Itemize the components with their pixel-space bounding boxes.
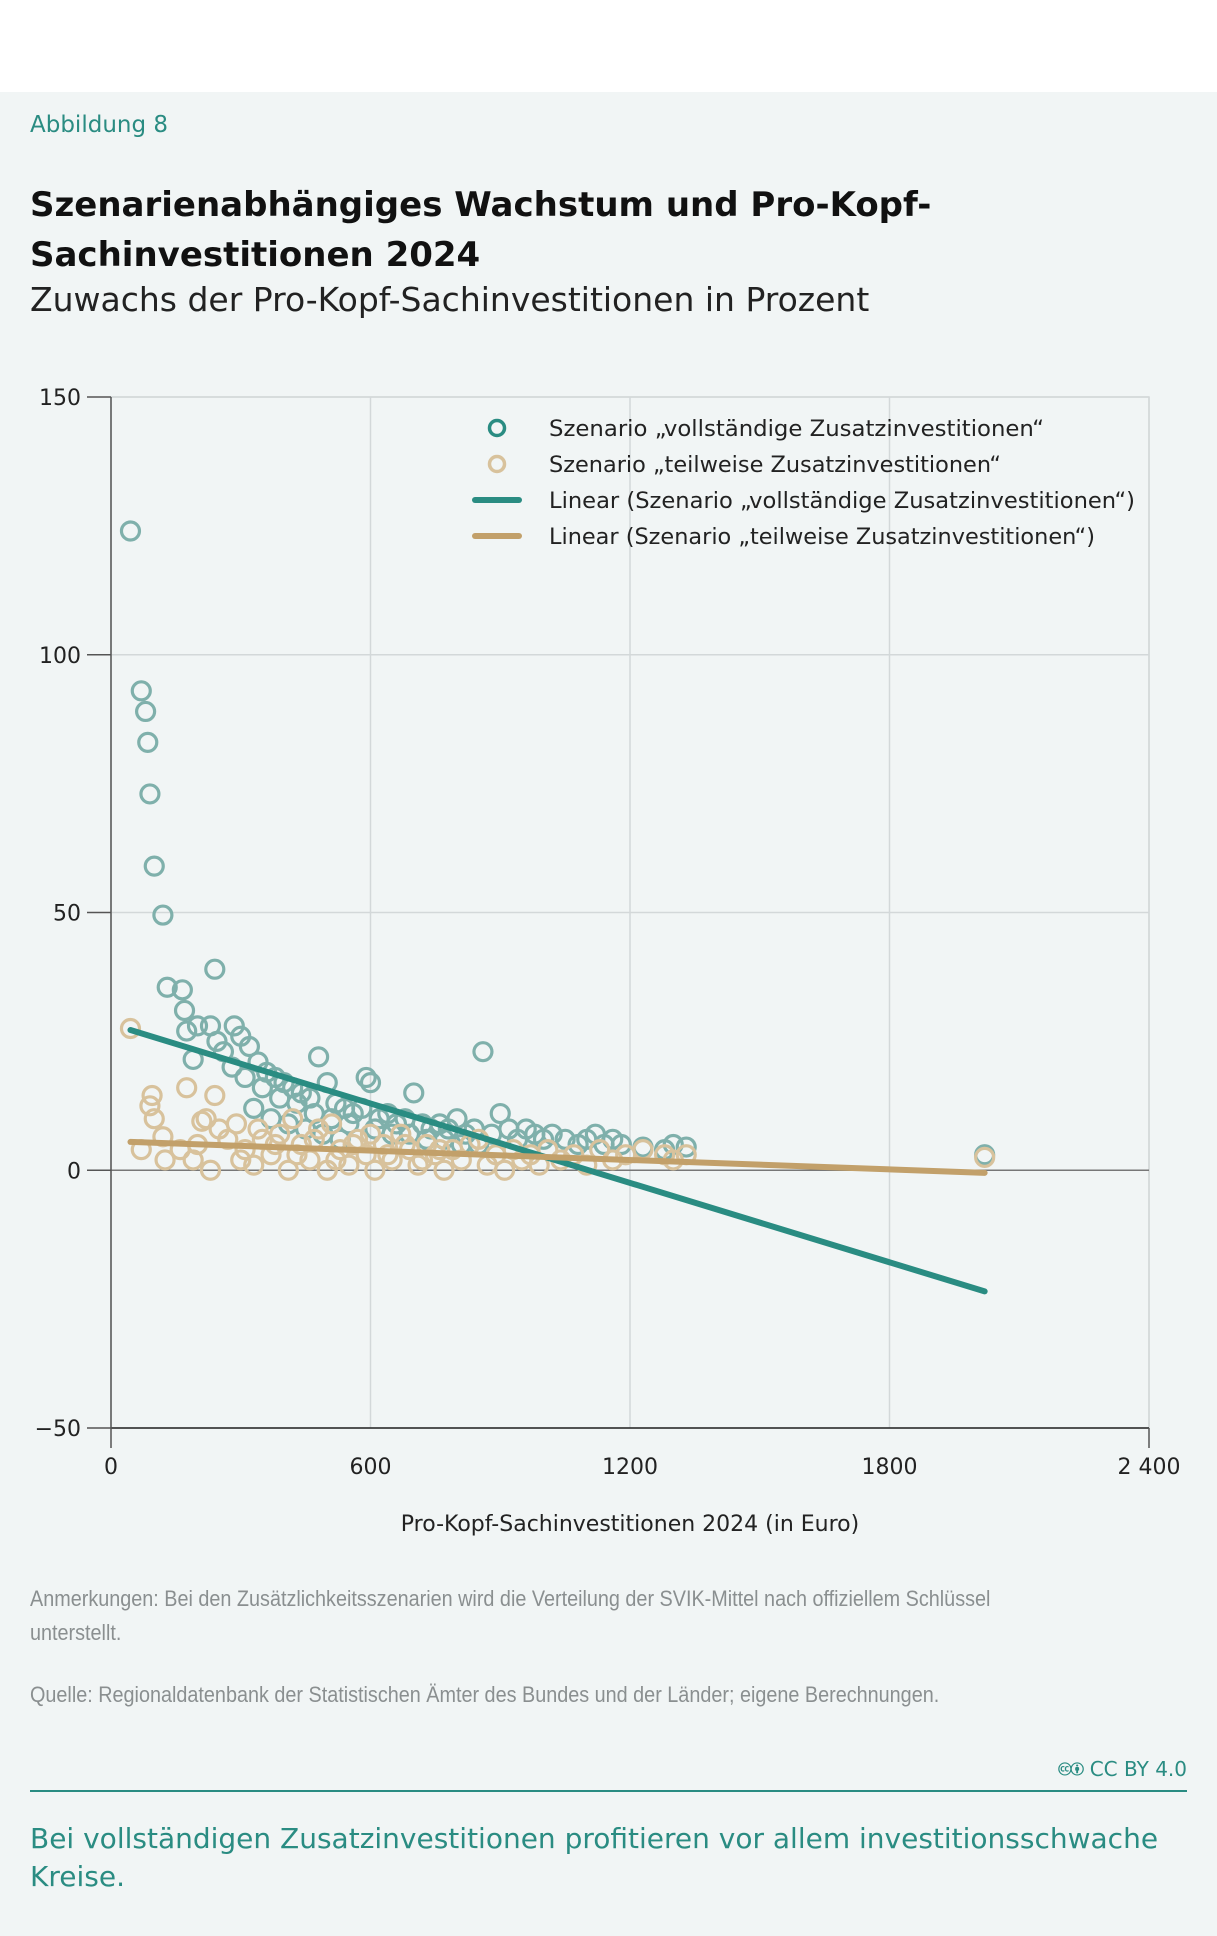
- license-badge[interactable]: 🅭🅯 CC BY 4.0: [1059, 1757, 1187, 1783]
- tan-data-point: [974, 1146, 996, 1168]
- figure-label: Abbildung 8: [30, 112, 169, 138]
- teal-data-point: [156, 976, 178, 998]
- teal-data-point: [251, 1077, 273, 1099]
- tan-data-point: [141, 1084, 163, 1107]
- tan-data-point: [195, 1108, 217, 1130]
- x-tick-label: 2 400: [1118, 1455, 1181, 1480]
- tan-data-point: [290, 1133, 312, 1156]
- scatter-chart: 0 600 1200 1800 2 400 −50 0 50 100 150 Szenario „v…: [35, 386, 1181, 1480]
- teal-data-point: [223, 1015, 245, 1037]
- tan-data-point: [176, 1077, 198, 1099]
- teal-data-point: [139, 783, 161, 805]
- teal-data-point: [137, 731, 159, 753]
- teal-data-point: [675, 1136, 697, 1158]
- figure-panel: [0, 92, 1217, 1936]
- teal-data-point: [243, 1097, 265, 1119]
- teal-data-point: [130, 680, 152, 702]
- x-tick-label: 1800: [862, 1455, 918, 1480]
- x-axis-label: Pro-Kopf-Sachinvestitionen 2024 (in Euro…: [400, 1512, 860, 1537]
- tan-data-point: [433, 1159, 455, 1181]
- legend-label: Szenario „teilweise Zusatzinvestitionen“: [549, 453, 1001, 478]
- license-text: CC BY 4.0: [1089, 1757, 1187, 1781]
- teal-data-point: [119, 520, 142, 542]
- legend-label: Linear (Szenario „vollständige Zusatzinv…: [549, 489, 1135, 514]
- teal-data-point: [206, 1030, 228, 1052]
- tan-data-point: [282, 1108, 304, 1130]
- teal-data-point: [173, 999, 196, 1022]
- tan-data-point: [247, 1118, 269, 1140]
- legend-marker-tan-points: [487, 454, 507, 474]
- tan-data-point: [119, 1017, 142, 1040]
- divider: [30, 1790, 1187, 1792]
- tan-data-point: [338, 1154, 360, 1176]
- legend-label: Linear (Szenario „teilweise Zusatzinvest…: [549, 525, 1095, 550]
- tan-data-point: [243, 1154, 265, 1176]
- tan-data-point: [407, 1154, 429, 1176]
- tan-data-point: [269, 1123, 291, 1145]
- teal-data-point: [308, 1046, 330, 1068]
- teal-data-point: [186, 1015, 209, 1037]
- chart-title: Szenarienabhängiges Wachstum und Pro-Kop…: [30, 185, 932, 275]
- teal-data-point: [234, 1066, 256, 1089]
- tan-data-point: [308, 1118, 330, 1140]
- legend-label: Szenario „vollständige Zusatzinvestition…: [549, 417, 1044, 442]
- source: Quelle: Regionaldatenbank der Statistisc…: [30, 1682, 940, 1707]
- chart-subtitle: Zuwachs der Pro-Kopf-Sachinvestitionen i…: [30, 280, 870, 319]
- tan-data-point: [359, 1123, 382, 1145]
- teal-trend-line: [127, 1027, 988, 1295]
- tan-data-point: [390, 1123, 412, 1145]
- teal-data-point: [238, 1035, 260, 1058]
- teal-data-point: [135, 700, 157, 723]
- teal-data-point: [472, 1041, 494, 1063]
- tan-data-point: [342, 1133, 364, 1156]
- teal-data-point: [355, 1066, 377, 1089]
- notes: Anmerkungen: Bei den Zusätzlichkeitsszen…: [30, 1586, 991, 1645]
- teal-data-point: [152, 904, 174, 926]
- teal-data-point: [176, 1020, 198, 1042]
- tan-data-point: [234, 1139, 256, 1161]
- tan-data-point: [320, 1113, 343, 1135]
- teal-data-point: [204, 958, 226, 980]
- tan-data-point: [139, 1095, 161, 1117]
- x-tick-label: 600: [350, 1455, 392, 1480]
- teal-data-point: [143, 855, 165, 877]
- tan-data-point: [364, 1159, 386, 1181]
- y-tick-label: 150: [39, 386, 81, 411]
- y-tick-label: −50: [35, 1417, 81, 1442]
- teal-data-point: [359, 1072, 382, 1094]
- y-tick-label: 100: [39, 644, 81, 669]
- tan-data-point: [493, 1159, 516, 1181]
- x-tick-label: 0: [104, 1455, 118, 1480]
- x-tick-label: 1200: [602, 1455, 658, 1480]
- tan-data-point: [225, 1113, 248, 1135]
- cc-icon: 🅭🅯: [1058, 1757, 1090, 1781]
- tan-data-point: [154, 1149, 176, 1171]
- legend-marker-teal-points: [487, 418, 507, 438]
- y-tick-label: 0: [67, 1159, 81, 1184]
- tan-data-point: [355, 1144, 377, 1166]
- conclusion: Bei vollständigen Zusatzinvestitionen pr…: [30, 1822, 1159, 1893]
- tan-data-point: [143, 1108, 165, 1130]
- teal-data-point: [403, 1082, 425, 1104]
- tan-data-point: [199, 1159, 222, 1181]
- y-tick-label: 50: [53, 902, 81, 927]
- tan-data-point: [277, 1159, 299, 1181]
- teal-data-point: [610, 1133, 632, 1156]
- tan-data-point: [429, 1139, 451, 1161]
- tan-data-point: [377, 1144, 399, 1166]
- teal-data-point: [171, 979, 193, 1001]
- teal-data-point: [554, 1128, 576, 1150]
- tan-data-point: [204, 1084, 226, 1107]
- tan-trend-line: [127, 1138, 988, 1176]
- teal-data-point: [489, 1102, 511, 1125]
- tan-data-point: [230, 1149, 252, 1171]
